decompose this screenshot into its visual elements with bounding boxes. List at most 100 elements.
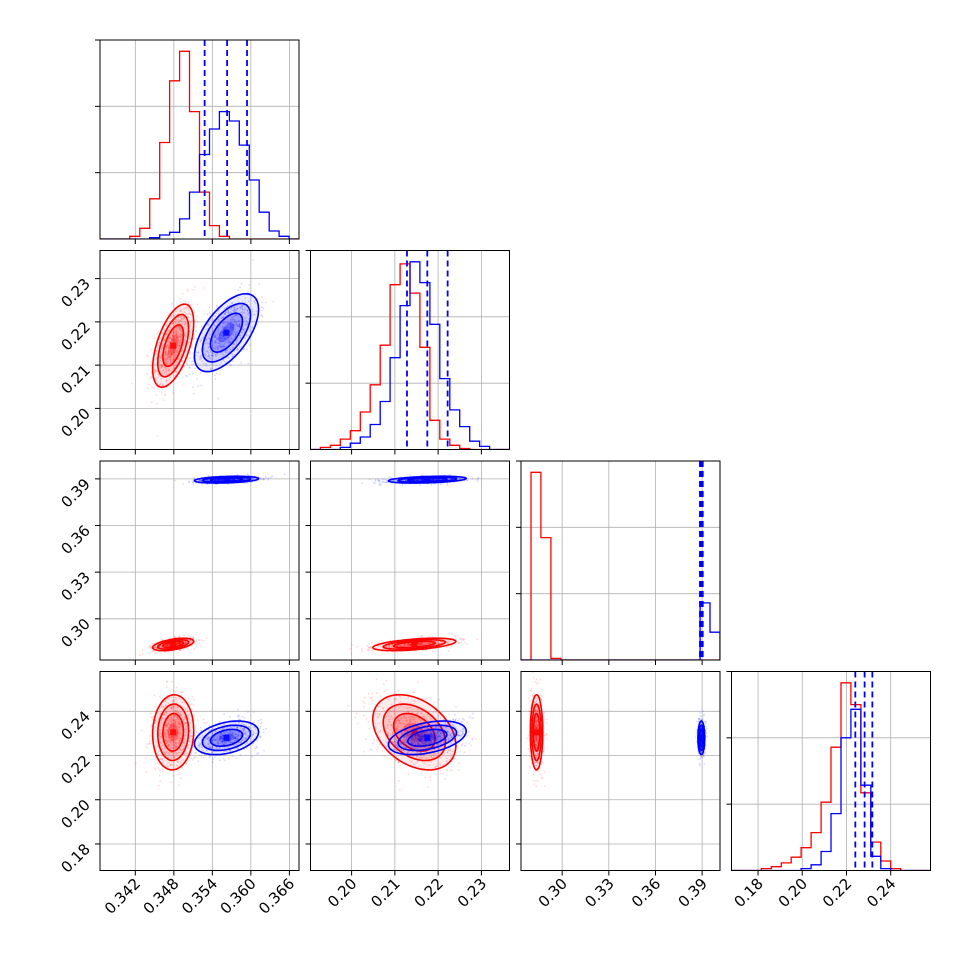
density-peak-red-1-0 xyxy=(170,342,177,349)
xtick-label-0-1: 0.348 xyxy=(140,875,183,918)
ytick-label-3-0: 0.18 xyxy=(57,840,93,876)
xtick-label-3-1: 0.20 xyxy=(775,875,811,911)
density-peak-red-2-1 xyxy=(411,641,418,648)
histogram-red-2 xyxy=(521,471,720,660)
contour-red-3-2-0 xyxy=(529,693,544,771)
scatter-panel-1-0 xyxy=(130,259,275,437)
contour-red-1-0-2 xyxy=(162,324,185,368)
ytick-label-2-3: 0.39 xyxy=(57,475,93,511)
density-peak-blue-2-1 xyxy=(424,476,431,483)
panel-frame-3-3 xyxy=(731,671,931,871)
panel-grid-2-0 xyxy=(100,461,299,660)
density-peak-blue-3-0 xyxy=(223,734,230,741)
ytick-label-3-1: 0.20 xyxy=(57,796,93,832)
contour-blue-3-0-1 xyxy=(201,724,252,752)
contour-red-1-0-0 xyxy=(151,303,195,389)
ytick-label-1-1: 0.21 xyxy=(57,361,93,397)
histogram-blue-3 xyxy=(731,708,931,871)
contour-red-3-2-2 xyxy=(532,712,541,752)
density-peak-red-3-2 xyxy=(533,729,540,736)
ytick-label-2-2: 0.36 xyxy=(57,522,93,558)
contour-red-2-0-0 xyxy=(151,637,195,652)
contour-blue-1-0-2 xyxy=(209,312,244,354)
xtick-label-3-2: 0.22 xyxy=(819,875,855,911)
xtick-label-1-1: 0.21 xyxy=(367,875,403,911)
panel-frame-3-2 xyxy=(520,671,721,871)
panel-frame-0-0 xyxy=(99,39,300,240)
ytick-label-1-2: 0.22 xyxy=(57,318,93,354)
xtick-label-2-1: 0.33 xyxy=(581,875,617,911)
xtick-label-0-3: 0.360 xyxy=(217,875,260,918)
contour-blue-2-0-1 xyxy=(201,476,252,483)
contour-blue-3-0-2 xyxy=(209,728,244,747)
contour-blue-3-0-0 xyxy=(193,720,260,756)
density-peak-red-3-0 xyxy=(170,729,177,736)
contour-blue-1-0-1 xyxy=(201,302,252,363)
scatter-panel-2-0 xyxy=(139,473,286,656)
ytick-label-3-2: 0.22 xyxy=(57,752,93,788)
xtick-label-2-2: 0.36 xyxy=(628,875,664,911)
histogram-blue-1 xyxy=(310,261,510,450)
contour-red-3-1-2 xyxy=(392,712,436,752)
contour-blue-3-2-0 xyxy=(697,720,706,756)
contour-red-3-0-2 xyxy=(162,712,185,752)
histogram-red-1 xyxy=(310,263,510,450)
contour-red-3-1-0 xyxy=(371,693,457,771)
panel-grid-3-1 xyxy=(310,671,510,871)
density-peak-blue-3-2 xyxy=(698,734,705,741)
contour-blue-2-1-2 xyxy=(406,477,448,483)
contour-red-2-0-1 xyxy=(157,639,190,650)
ytick-label-3-3: 0.24 xyxy=(57,707,93,743)
panel-frame-1-1 xyxy=(310,250,510,450)
ytick-label-1-0: 0.20 xyxy=(57,405,93,441)
contour-red-2-0-2 xyxy=(162,640,185,649)
panel-frame-3-1 xyxy=(310,671,510,871)
xtick-label-0-4: 0.366 xyxy=(255,875,298,918)
density-peak-red-3-1 xyxy=(411,729,418,736)
contour-red-3-1-1 xyxy=(382,703,447,762)
histogram-red-0 xyxy=(100,50,299,239)
xtick-label-1-3: 0.23 xyxy=(454,875,490,911)
contour-blue-2-1-1 xyxy=(397,476,458,483)
contour-blue-2-0-0 xyxy=(193,475,260,484)
contour-red-2-1-0 xyxy=(371,637,457,652)
panel-frame-2-0 xyxy=(99,460,300,661)
contour-red-3-0-0 xyxy=(151,693,195,771)
xtick-label-0-0: 0.342 xyxy=(101,875,144,918)
contour-blue-3-1-2 xyxy=(406,728,448,747)
contour-blue-3-1-0 xyxy=(387,720,468,756)
contour-red-2-1-1 xyxy=(382,639,447,650)
contour-blue-2-0-2 xyxy=(209,477,244,483)
scatter-panel-3-0 xyxy=(135,680,267,787)
histogram-blue-0 xyxy=(100,110,299,239)
xtick-label-2-0: 0.30 xyxy=(535,875,571,911)
xtick-label-2-3: 0.39 xyxy=(675,875,711,911)
density-peak-blue-1-0 xyxy=(223,329,230,336)
contour-red-2-1-2 xyxy=(392,640,436,649)
panel-grid-3-2 xyxy=(521,671,720,871)
contour-blue-1-0-0 xyxy=(193,293,260,373)
ytick-label-2-1: 0.33 xyxy=(57,568,93,604)
ytick-label-2-0: 0.30 xyxy=(57,615,93,651)
contour-blue-2-1-0 xyxy=(387,475,468,484)
density-peak-blue-2-0 xyxy=(223,476,230,483)
contour-red-1-0-1 xyxy=(157,313,190,378)
histogram-red-3 xyxy=(731,682,931,871)
panel-grid-3-0 xyxy=(100,671,299,871)
xtick-label-3-3: 0.24 xyxy=(863,875,899,911)
contour-blue-3-1-1 xyxy=(397,724,458,752)
scatter-panel-3-1 xyxy=(346,672,477,791)
panel-frame-1-0 xyxy=(99,250,300,450)
panel-grid-2-1 xyxy=(310,461,510,660)
contour-red-3-0-1 xyxy=(157,703,190,762)
density-peak-blue-3-1 xyxy=(424,734,431,741)
panel-frame-2-2 xyxy=(520,460,721,661)
panel-frame-3-0 xyxy=(99,671,300,871)
xtick-label-3-0: 0.18 xyxy=(731,875,767,911)
xtick-label-1-0: 0.20 xyxy=(324,875,360,911)
xtick-label-1-2: 0.22 xyxy=(411,875,447,911)
xtick-label-0-2: 0.354 xyxy=(178,875,221,918)
panel-frame-2-1 xyxy=(310,460,510,661)
scatter-panel-3-2 xyxy=(526,671,708,788)
